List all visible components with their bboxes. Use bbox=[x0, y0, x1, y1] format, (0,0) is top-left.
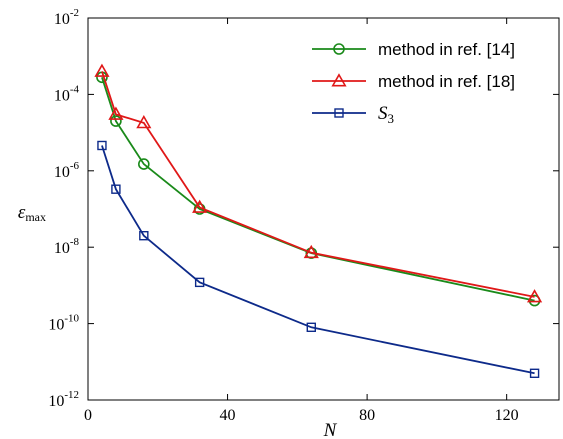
x-tick-label: 40 bbox=[220, 407, 236, 424]
y-tick-label: 10-8 bbox=[54, 236, 80, 257]
data-point bbox=[306, 322, 316, 333]
data-point bbox=[108, 106, 124, 120]
data-point bbox=[97, 140, 107, 151]
y-tick-label: 10-12 bbox=[48, 389, 79, 410]
y-axis-label: εmax bbox=[18, 202, 46, 224]
data-point bbox=[111, 184, 121, 194]
legend-label: method in ref. [14] bbox=[378, 40, 515, 59]
axis-ticks: 0 40 80 120 10-12 10-10 10-8 10-6 10-4 10-2 bbox=[48, 7, 559, 424]
y-axis-label-sub: max bbox=[25, 210, 46, 224]
legend-label: method in ref. [18] bbox=[378, 72, 515, 91]
data-point bbox=[194, 277, 205, 288]
x-tick-label: 80 bbox=[359, 407, 375, 424]
series-group bbox=[96, 71, 541, 307]
x-tick-label: 120 bbox=[495, 407, 519, 424]
legend-marker bbox=[334, 108, 344, 118]
y-tick-label: 10-4 bbox=[54, 83, 80, 104]
series-line bbox=[101, 145, 535, 375]
legend-label: S3 bbox=[378, 103, 394, 126]
series-layer bbox=[94, 63, 543, 378]
legend-marker bbox=[333, 43, 345, 55]
series-group bbox=[97, 140, 540, 378]
x-tick-label: 0 bbox=[84, 407, 92, 424]
legend: method in ref. [14] method in ref. [18] S3 bbox=[312, 40, 515, 126]
y-tick-label: 10-2 bbox=[54, 7, 79, 28]
x-axis-label: N bbox=[323, 420, 338, 439]
data-point bbox=[303, 244, 319, 259]
y-tick-label: 10-6 bbox=[54, 160, 80, 181]
data-point bbox=[526, 289, 543, 303]
data-point bbox=[136, 115, 152, 129]
data-point bbox=[110, 115, 122, 127]
legend-marker bbox=[331, 73, 347, 87]
y-tick-label: 10-10 bbox=[48, 313, 79, 334]
data-point bbox=[138, 158, 150, 170]
data-point bbox=[94, 63, 110, 77]
data-point bbox=[192, 199, 208, 213]
plot-frame bbox=[87, 17, 560, 401]
data-point bbox=[529, 368, 540, 378]
y-axis-label-main: ε bbox=[18, 202, 26, 223]
data-point bbox=[139, 231, 149, 241]
series-line bbox=[101, 71, 535, 298]
series-group bbox=[94, 63, 543, 303]
series-line bbox=[101, 77, 535, 302]
